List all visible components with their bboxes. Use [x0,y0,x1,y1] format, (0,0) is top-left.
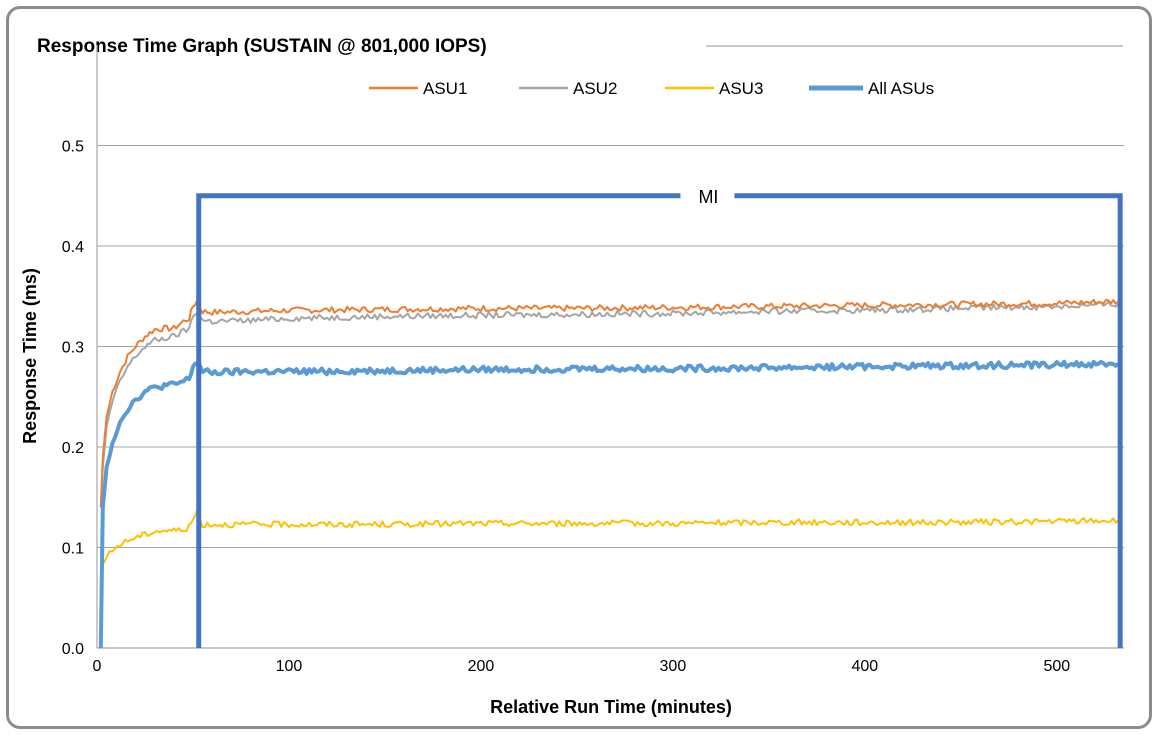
series-line-asu3 [100,510,1119,566]
mi-bracket-left [196,193,681,648]
legend-label-asu2: ASU2 [573,79,617,98]
x-tick-label: 300 [660,658,687,675]
axes [96,45,1124,649]
series-line-asu1 [99,298,1119,508]
y-tick-label: 0.1 [62,541,84,558]
x-axis-title: Relative Run Time (minutes) [490,697,732,717]
x-tick-label: 0 [93,658,102,675]
legend-label-asu1: ASU1 [423,79,467,98]
x-tick-label: 400 [851,658,878,675]
chart-title: Response Time Graph (SUSTAIN @ 801,000 I… [37,36,487,57]
y-tick-label: 0.3 [62,340,84,357]
x-tick-labels: 0 100 200 300 400 500 [93,658,1071,675]
y-tick-label: 0.4 [62,239,84,256]
mi-bracket-right [734,193,1123,648]
y-tick-labels: 0.0 0.1 0.2 0.3 0.4 0.5 [62,139,84,659]
series-line-all-asus [98,359,1120,649]
y-axis-title: Response Time (ms) [20,268,40,444]
y-tick-label: 0.2 [62,440,84,457]
series-line-asu2 [99,300,1119,508]
legend: ASU1 ASU2 ASU3 All ASUs [369,79,934,98]
x-tick-label: 200 [468,658,495,675]
series-lines [98,298,1120,649]
y-tick-label: 0.5 [62,139,84,156]
legend-label-asu3: ASU3 [719,79,763,98]
legend-label-all-asus: All ASUs [868,79,934,98]
x-tick-label: 500 [1043,658,1070,675]
mi-label: MI [698,187,718,207]
mi-bracket: MI [196,187,1123,648]
y-tick-label: 0.0 [62,641,84,658]
x-tick-label: 100 [276,658,303,675]
gridlines [97,145,1124,548]
